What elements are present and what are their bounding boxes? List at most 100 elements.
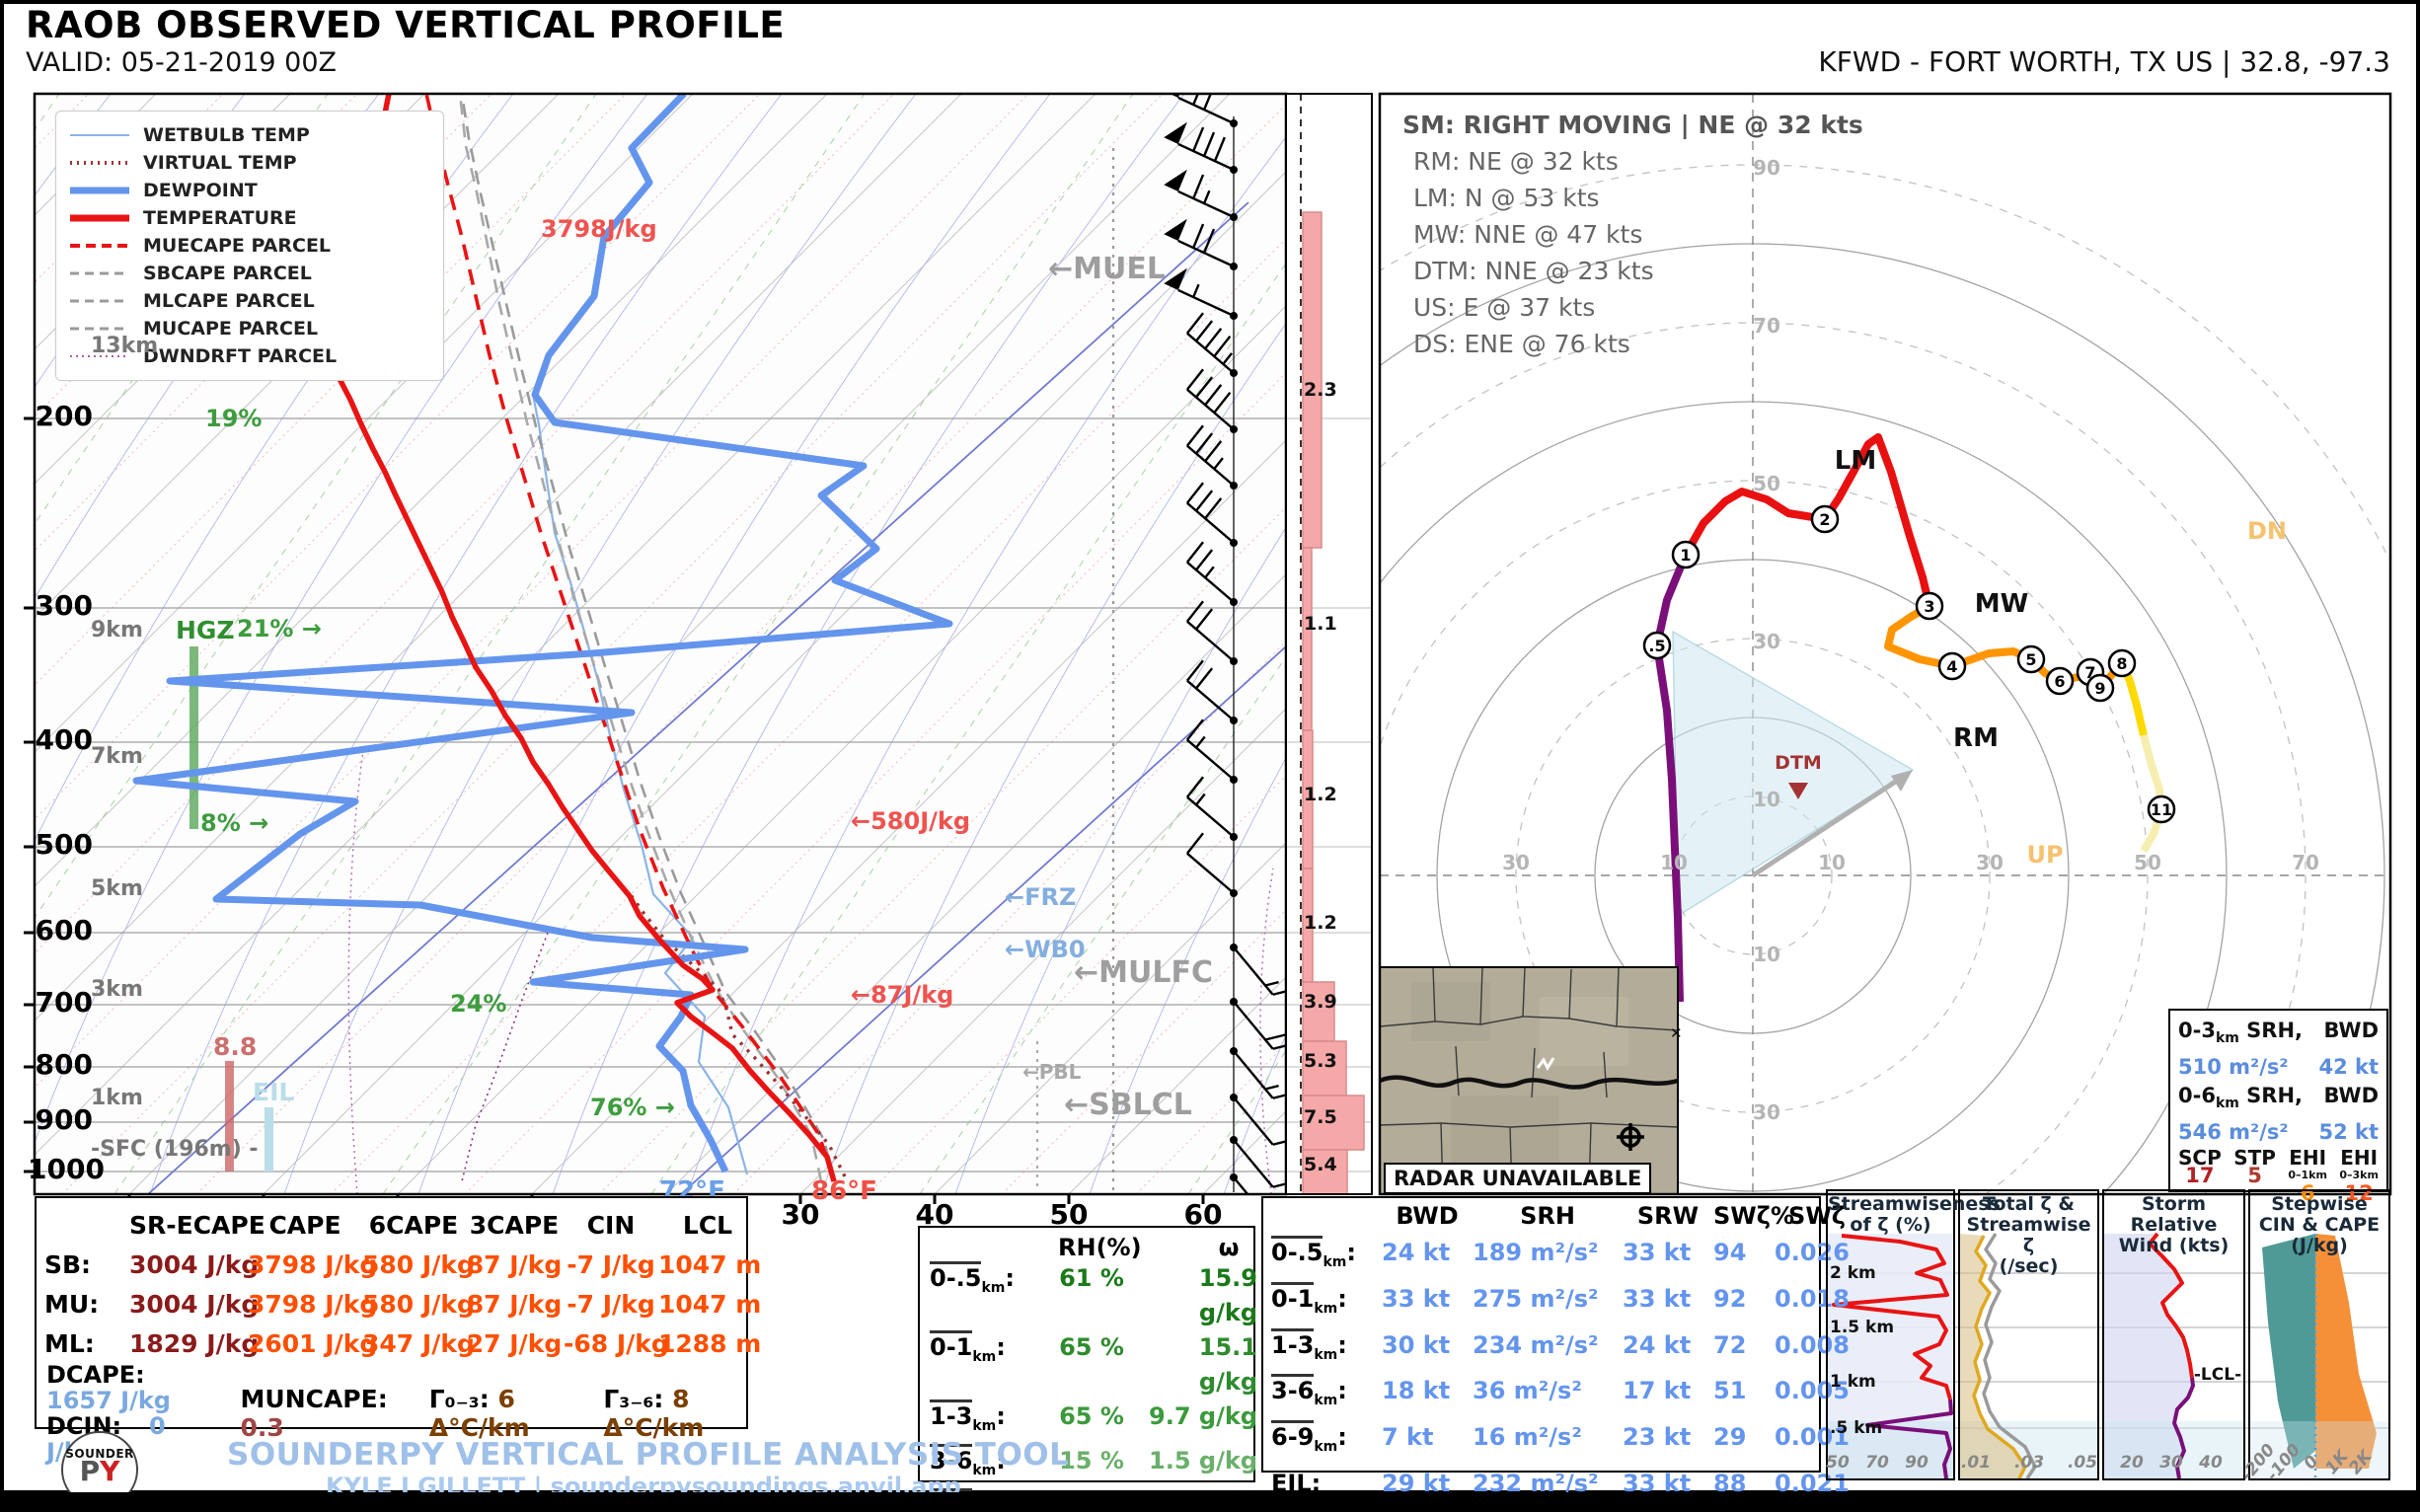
thermo-value: 2601 J/kg [248,1329,378,1358]
annotation-sfc_temp2_f: 86°F [811,1176,877,1206]
legend-item: MLCAPE PARCEL [70,290,315,312]
hodo-height-marker: .5 [1648,637,1665,655]
thermo-value: 347 J/kg [362,1329,475,1358]
hist-bar-value: 1.2 [1304,784,1337,805]
ring-label: 70 [1753,314,1780,338]
dn-label: DN [2246,517,2288,545]
legend-item: DWNDRFT PARCEL [70,345,338,367]
hodo-height-marker: 5 [2025,650,2036,669]
mini-y-label: 1.5 km [1830,1318,1895,1337]
dewpoint-trace [132,94,953,1173]
radar-x-marker: ✕ [1670,1024,1683,1042]
stepwise-cape-area [2315,1234,2377,1469]
radar-inset [1380,967,1678,1194]
annotation-rh8: 8% → [200,809,269,837]
layer-histogram [1286,94,1372,1194]
storm-motion-line: LM: N @ 53 kts [1413,184,1600,212]
pressure-tick-label: 500 [35,828,93,861]
total-zeta-curve [1982,1233,2037,1479]
hodo-height-marker: 9 [2094,679,2105,698]
mini-tick-label: 30 [2159,1453,2183,1473]
annotation-frz: ←FRZ [1005,883,1077,911]
mini-tick-label: 70 [1865,1453,1889,1473]
mini-tick-label: 40 [2199,1453,2223,1473]
annotation-rh76: 76% → [590,1094,675,1121]
mini-tick-label: 20 [2120,1453,2144,1473]
surface-label: -SFC (196m) - [91,1137,259,1162]
annotation-cape_max: 3798J/kg [541,215,657,243]
temp-tick-label: 60 [1183,1198,1223,1231]
thermo-value: 1288 m [658,1329,762,1358]
srw-curve [2148,1232,2194,1379]
hodo-height-marker: 11 [2151,800,2172,819]
credit-title: SOUNDERPY VERTICAL PROFILE ANALYSIS TOOL [227,1437,1070,1473]
annotation-eil: EIL [253,1078,295,1106]
legend-item: SBCAPE PARCEL [70,263,312,284]
thermo-value: 87 J/kg [466,1250,563,1279]
ring-label: 30 [1976,851,2004,874]
zeta-fill [1960,1234,2025,1478]
pressure-tick-label: 900 [35,1103,93,1136]
height-label: 13km [91,334,159,358]
mini-panel-title: Storm Relative Wind (kts) [2118,1193,2230,1256]
kinematics-row: 6-9km: 7 kt 16 m²/s² 23 kt 29 0.001 [1263,1419,1850,1466]
height-label: 1km [91,1086,143,1110]
mini-tick-label: 50 [1826,1453,1850,1473]
hist-bar [1302,1095,1365,1151]
thermo-row-label: ML: [44,1329,95,1358]
hist-bar-value: 3.9 [1304,991,1337,1013]
skewt-legend: WETBULB TEMP VIRTUAL TEMP DEWPOINT TEMPERAT… [55,111,444,381]
thermo-value: 3004 J/kg [129,1250,260,1279]
dtm-label: DTM [1775,752,1822,774]
dtm-marker [1788,783,1808,799]
ring-label: 70 [2292,851,2319,874]
bottom-frame-bar [0,1492,2420,1512]
thermo-value: -68 J/kg [564,1329,669,1358]
mini-panel-3: Stepwise CIN & CAPE (J/kg) [2248,1189,2390,1480]
hist-bar-value: 1.2 [1304,912,1337,934]
annotation-cape87: ←87J/kg [851,981,954,1009]
annotation-sblcl: ←SBLCL [1064,1088,1192,1122]
height-label: 3km [91,977,143,1002]
thermo-table: SR-ECAPE CAPE 6CAPE 3CAPE CIN LCL SB: 3004 J/kg… [35,1196,761,1465]
stepwise-cin-area [2262,1234,2315,1469]
hgz-bar [189,646,198,829]
storm-motion-line: RM: NE @ 32 kts [1413,147,1619,176]
ring-label: 30 [1502,851,1530,874]
thermo-value: 1047 m [658,1290,762,1319]
hist-bar [1302,547,1313,731]
hodo-trace-1-3km [1682,433,1933,607]
valid-time: VALID: 05-21-2019 00Z [26,47,338,78]
mini-y-label: .5 km [1830,1418,1883,1438]
thermo-value: 27 J/kg [466,1329,563,1358]
kinematics-table: BWD SRH SRW SWζ% SWζ 0-.5km: 24 kt 189 m²/s² 33 … [1261,1196,1850,1497]
rh-row: 3-6km: 15 % 1.5 g/kg [920,1443,1257,1488]
mini-panel-title: Total ζ & Streamwise ζ (/sec) [1966,1193,2091,1277]
rh-row: 1-3km: 65 % 9.7 g/kg [920,1399,1257,1444]
thermo-value: 580 J/kg [362,1290,475,1319]
thermo-value: 1829 J/kg [129,1329,260,1358]
page-title: RAOB OBSERVED VERTICAL PROFILE [26,4,786,46]
pressure-tick-label: 700 [35,986,93,1019]
kinematics-row: 0-.5km: 24 kt 189 m²/s² 33 kt 94 0.026 [1263,1235,1850,1281]
storm-motion-line: DTM: NNE @ 23 kts [1413,257,1654,285]
legend-item: TEMPERATURE [70,207,297,229]
legend-item: MUCAPE PARCEL [70,318,319,340]
annotation-mulfc: ←MULFC [1074,955,1213,990]
radar-caption: RADAR UNAVAILABLE [1384,1163,1652,1194]
annotation-dcape_bar: 8.8 [213,1032,258,1061]
legend-item: DEWPOINT [70,180,258,201]
streamwise-zeta-curve [1972,1235,2027,1479]
annotation-pbl: ←PBL [1022,1060,1082,1084]
kinematics-row: 3-6km: 18 kt 36 m²/s² 17 kt 51 0.005 [1263,1373,1850,1419]
ring-label: 10 [1818,851,1846,874]
mini-panel-2: Storm Relative Wind (kts) [2102,1189,2245,1480]
thermo-header: CIN [586,1211,636,1240]
annotation-wb0: ←WB0 [1005,936,1086,963]
legend-item: MUECAPE PARCEL [70,235,332,257]
thermo-header: LCL [682,1211,733,1240]
annotation-rh24: 24% [450,990,507,1018]
storm-motion-line: SM: RIGHT MOVING | NE @ 32 kts [1402,111,1863,139]
mini-tick-label: 90 [1905,1453,1928,1473]
srw-fill [2104,1234,2193,1478]
